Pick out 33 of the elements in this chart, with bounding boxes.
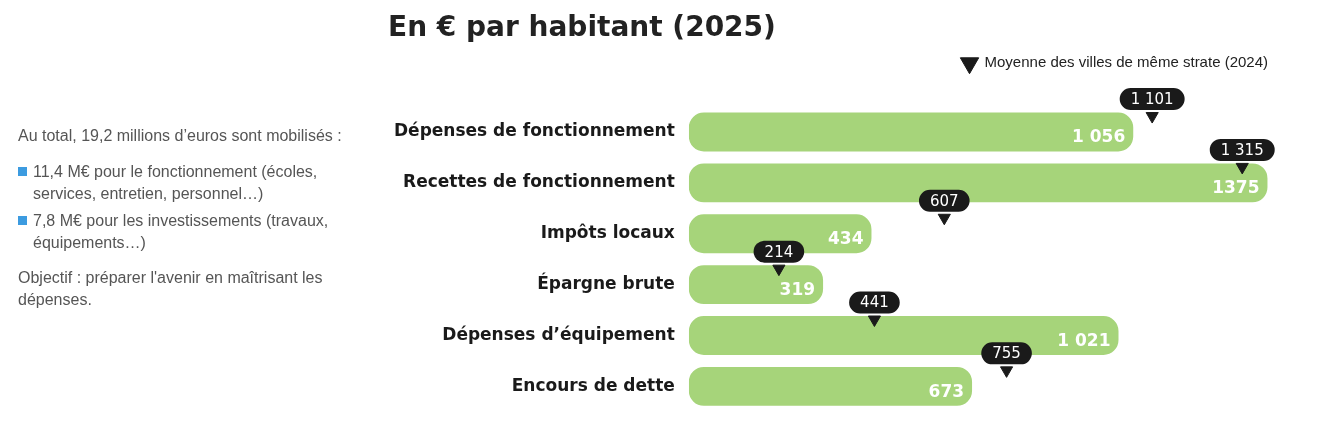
text: 11,4 M€ pour le fonctionnement (écoles, services, entretien, personnel…) [33,162,319,204]
bar [688,265,824,305]
point [1145,112,1159,124]
data-label: 1 056 [1072,126,1126,147]
y-tick-label: Dépenses de fonctionnement [394,120,675,141]
chart-title: En € par habitant (2025) [388,10,776,44]
data-label: 434 [827,228,864,249]
point [867,315,881,327]
text: Au total, 19,2 millions d’euros sont mobilisés : [18,126,342,147]
y-tick-label: Épargne brute [537,272,675,294]
text: 7,8 M€ pour les investissements (travaux, équipements…) [33,211,330,253]
data-label: 673 [928,380,965,401]
data-label: 1 315 [1220,140,1264,159]
y-tick-label: Impôts locaux [540,222,675,243]
data-label: 441 [860,293,889,312]
text: Objectif : préparer l'avenir en maîtrisant les dépenses. [18,268,324,310]
point [1000,366,1014,378]
data-label: 607 [929,191,959,210]
data-label: 319 [779,279,816,300]
data-label: 1 101 [1130,89,1174,108]
point [772,264,786,277]
data-label: 214 [764,242,794,261]
point [937,213,951,226]
data-label: 755 [992,344,1021,363]
data-label: 1 021 [1057,329,1111,350]
bar [688,366,973,406]
y-tick-label: Encours de dette [511,374,675,395]
y-tick-label: Dépenses d’équipement [442,323,675,344]
legend-label: Moyenne des villes de même strate (2024) [984,53,1269,71]
bar [688,112,1134,152]
point [1235,162,1249,175]
y-tick-label: Recettes de fonctionnement [403,171,675,192]
data-label: 1375 [1212,177,1260,198]
